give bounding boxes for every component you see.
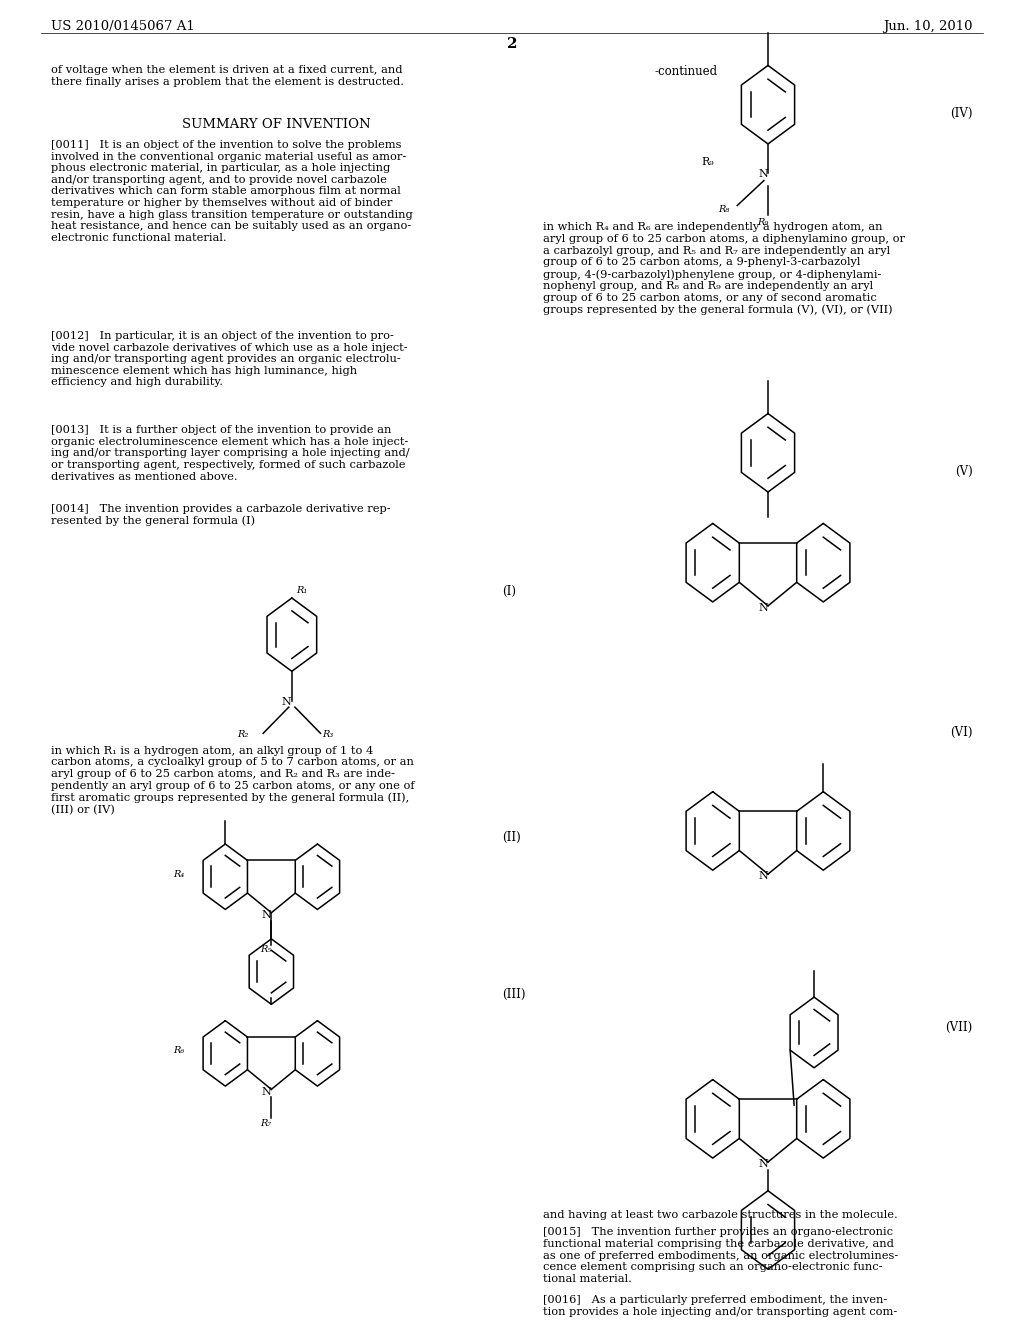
Text: R₁: R₁ <box>296 586 307 594</box>
Text: Jun. 10, 2010: Jun. 10, 2010 <box>884 20 973 33</box>
Text: (III): (III) <box>502 987 525 1001</box>
Text: US 2010/0145067 A1: US 2010/0145067 A1 <box>51 20 195 33</box>
Text: R₂: R₂ <box>238 730 249 739</box>
Text: N: N <box>758 871 768 882</box>
Text: R₄: R₄ <box>173 870 184 879</box>
Text: (V): (V) <box>955 465 973 478</box>
Text: R₉: R₉ <box>758 218 768 227</box>
Text: N: N <box>282 697 292 706</box>
Text: [0011]   It is an object of the invention to solve the problems
involved in the : [0011] It is an object of the invention … <box>51 140 413 243</box>
Text: SUMMARY OF INVENTION: SUMMARY OF INVENTION <box>182 117 371 131</box>
Text: N: N <box>261 1086 271 1097</box>
Text: R₈: R₈ <box>718 205 729 214</box>
Text: and having at least two carbazole structures in the molecule.: and having at least two carbazole struct… <box>543 1210 897 1221</box>
Text: R₇: R₇ <box>261 1119 271 1129</box>
Text: (VII): (VII) <box>945 1020 973 1034</box>
Text: N: N <box>758 169 768 178</box>
Text: N: N <box>758 1159 768 1170</box>
Text: [0016]   As a particularly preferred embodiment, the inven-
tion provides a hole: [0016] As a particularly preferred embod… <box>543 1295 897 1317</box>
Text: [0015]   The invention further provides an organo-electronic
functional material: [0015] The invention further provides an… <box>543 1228 898 1284</box>
Text: R₃: R₃ <box>323 730 334 739</box>
Text: (I): (I) <box>502 585 516 598</box>
Text: in which R₄ and R₆ are independently a hydrogen atom, an
aryl group of 6 to 25 c: in which R₄ and R₆ are independently a h… <box>543 223 905 315</box>
Text: R₆: R₆ <box>173 1047 184 1056</box>
Text: [0014]   The invention provides a carbazole derivative rep-
resented by the gene: [0014] The invention provides a carbazol… <box>51 504 391 527</box>
Text: [0013]   It is a further object of the invention to provide an
organic electrolu: [0013] It is a further object of the inv… <box>51 425 410 482</box>
Text: (IV): (IV) <box>950 107 973 120</box>
Text: (VI): (VI) <box>950 726 973 739</box>
Text: -continued: -continued <box>654 66 718 78</box>
Text: R₉: R₉ <box>701 157 714 168</box>
Text: in which R₁ is a hydrogen atom, an alkyl group of 1 to 4
carbon atoms, a cycloal: in which R₁ is a hydrogen atom, an alkyl… <box>51 746 415 814</box>
Text: 2: 2 <box>507 37 517 50</box>
Text: R₅: R₅ <box>261 945 271 954</box>
Text: N: N <box>758 603 768 612</box>
Text: (II): (II) <box>502 830 520 843</box>
Text: of voltage when the element is driven at a fixed current, and
there finally aris: of voltage when the element is driven at… <box>51 66 404 87</box>
Text: [0012]   In particular, it is an object of the invention to pro-
vide novel carb: [0012] In particular, it is an object of… <box>51 331 408 388</box>
Text: N: N <box>261 909 271 920</box>
